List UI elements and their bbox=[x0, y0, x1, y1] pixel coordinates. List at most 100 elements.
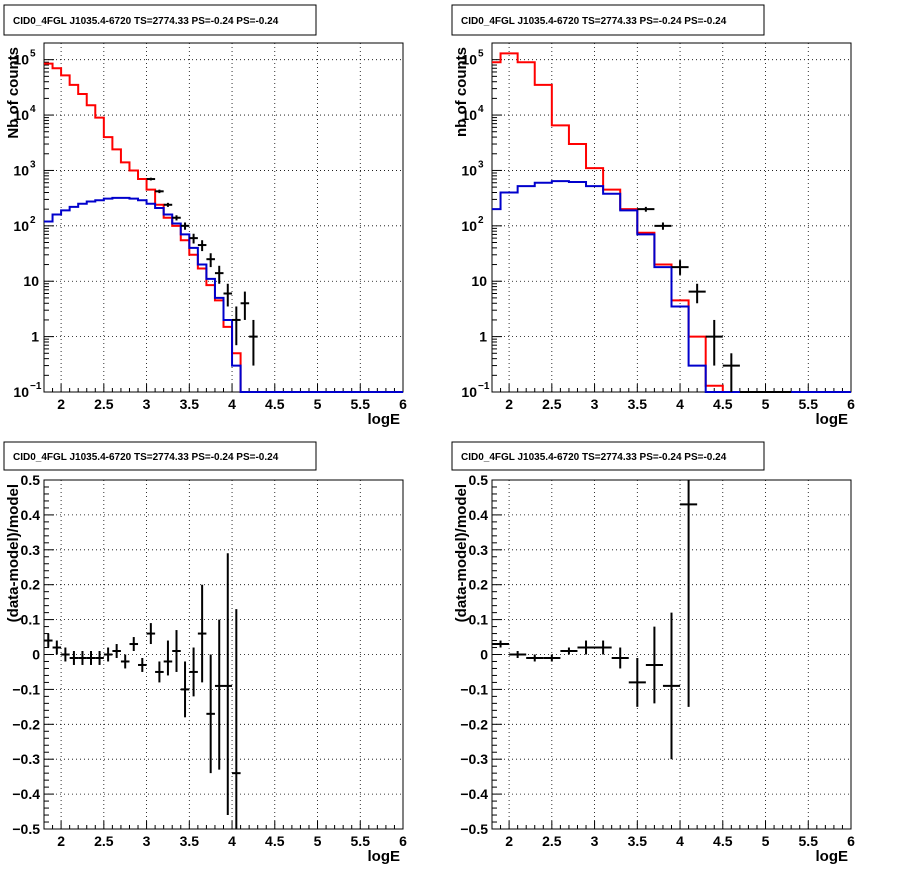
data-point bbox=[103, 647, 113, 662]
y-tick-label: 0.2 bbox=[469, 577, 489, 593]
data-point bbox=[163, 202, 173, 207]
data-point bbox=[722, 353, 740, 392]
x-tick-label: 2.5 bbox=[94, 396, 114, 412]
data-point bbox=[526, 654, 544, 662]
data-point bbox=[645, 626, 663, 704]
y-tick-label: 0.4 bbox=[21, 507, 41, 523]
data-point bbox=[232, 306, 241, 346]
y-tick-label: 10 bbox=[471, 273, 487, 289]
panel-bottom-left: CID0_4FGL J1035.4-6720 TS=2774.33 PS=-0.… bbox=[3, 441, 407, 865]
data-point bbox=[146, 177, 156, 181]
x-axis-title: logE bbox=[816, 411, 849, 428]
data-point bbox=[628, 657, 646, 707]
y-tick-label: −0.3 bbox=[12, 751, 40, 767]
histogram-step-line bbox=[492, 52, 851, 393]
data-point bbox=[705, 319, 723, 366]
x-tick-label: 3.5 bbox=[180, 396, 200, 412]
y-tick-label: 10 bbox=[461, 107, 477, 123]
x-tick-label: 5.5 bbox=[799, 396, 819, 412]
y-tick-label: 0.5 bbox=[469, 472, 489, 488]
data-point bbox=[197, 584, 207, 683]
y-tick-label: 10 bbox=[13, 162, 29, 178]
y-tick-label: −0.1 bbox=[460, 681, 488, 697]
y-tick-exponent: −1 bbox=[30, 381, 42, 392]
y-tick-label: 0.5 bbox=[21, 472, 41, 488]
x-tick-label: 3 bbox=[591, 396, 599, 412]
data-point bbox=[594, 640, 612, 655]
y-tick-exponent: 3 bbox=[30, 159, 36, 170]
y-tick-label: −0.4 bbox=[12, 786, 40, 802]
grid-lines bbox=[492, 43, 852, 393]
x-tick-label: 3.5 bbox=[180, 833, 200, 849]
histogram-step-line bbox=[492, 180, 851, 393]
data-point bbox=[214, 265, 224, 284]
x-tick-label: 4 bbox=[228, 396, 236, 412]
data-point bbox=[654, 222, 672, 230]
chart-title: CID0_4FGL J1035.4-6720 TS=2774.33 PS=-0.… bbox=[13, 16, 279, 27]
data-points bbox=[492, 480, 698, 760]
grid-lines bbox=[44, 43, 404, 393]
data-point bbox=[688, 283, 706, 304]
x-tick-label: 2 bbox=[505, 833, 513, 849]
x-tick-label: 4.5 bbox=[265, 833, 285, 849]
y-tick-exponent: 4 bbox=[478, 104, 484, 115]
data-point bbox=[577, 640, 595, 655]
data-point bbox=[223, 553, 233, 816]
y-tick-label: 0.3 bbox=[21, 542, 41, 558]
data-point bbox=[155, 661, 164, 683]
y-tick-label: 10 bbox=[461, 52, 477, 68]
x-tick-label: 2.5 bbox=[542, 833, 562, 849]
y-tick-label: −0.4 bbox=[460, 786, 488, 802]
y-tick-label: −0.5 bbox=[12, 821, 40, 837]
data-point bbox=[611, 647, 629, 669]
data-point bbox=[509, 651, 527, 658]
histogram-step-line bbox=[44, 196, 403, 393]
data-point bbox=[240, 291, 250, 320]
data-point bbox=[680, 480, 698, 707]
grid-lines bbox=[44, 479, 404, 830]
y-tick-label: −0.3 bbox=[460, 751, 488, 767]
plot-frame bbox=[43, 42, 404, 393]
data-point bbox=[95, 651, 104, 665]
x-tick-label: 5.5 bbox=[351, 833, 371, 849]
data-point bbox=[671, 260, 689, 275]
data-points bbox=[44, 553, 241, 829]
y-tick-label: 10 bbox=[461, 218, 477, 234]
x-tick-label: 2.5 bbox=[94, 833, 114, 849]
panel-top-right: CID0_4FGL J1035.4-6720 TS=2774.33 PS=-0.… bbox=[451, 4, 855, 428]
title-box bbox=[3, 441, 317, 471]
y-tick-label: 0 bbox=[32, 647, 40, 663]
y-tick-exponent: −1 bbox=[478, 381, 490, 392]
x-tick-label: 6 bbox=[847, 396, 855, 412]
data-point bbox=[146, 623, 156, 645]
y-tick-label: 0 bbox=[480, 647, 488, 663]
x-axis: 2 2.5 3 3.5 4 4.5 5 5.5 6 bbox=[43, 384, 407, 412]
data-point bbox=[138, 657, 147, 672]
x-tick-label: 5 bbox=[314, 396, 322, 412]
panel-bottom-right: CID0_4FGL J1035.4-6720 TS=2774.33 PS=-0.… bbox=[451, 441, 855, 865]
y-tick-exponent: 2 bbox=[478, 215, 484, 226]
y-tick-label: 10 bbox=[23, 273, 39, 289]
x-tick-label: 2.5 bbox=[542, 396, 562, 412]
plot-frame bbox=[491, 42, 852, 393]
y-tick-exponent: 3 bbox=[478, 159, 484, 170]
y-tick-label: 10 bbox=[461, 384, 477, 400]
x-tick-label: 3.5 bbox=[628, 396, 648, 412]
y-axis: −0.5 −0.4 −0.3 −0.2 −0.1 0 0.1 0.2 0.3 0.4 0.5 bbox=[12, 472, 54, 837]
data-point bbox=[249, 319, 258, 366]
y-tick-label: 10 bbox=[13, 107, 29, 123]
data-points bbox=[637, 206, 792, 393]
data-point bbox=[78, 651, 87, 665]
y-tick-label: −0.2 bbox=[460, 716, 488, 732]
y-tick-label: −0.1 bbox=[12, 681, 40, 697]
y-tick-label: 0.4 bbox=[469, 507, 489, 523]
title-box bbox=[451, 4, 765, 36]
y-tick-label: 10 bbox=[13, 52, 29, 68]
data-point bbox=[52, 640, 62, 655]
data-point bbox=[214, 619, 224, 770]
y-axis-title: nb of counts bbox=[453, 47, 470, 137]
data-point bbox=[120, 654, 130, 669]
title-box bbox=[3, 4, 317, 36]
